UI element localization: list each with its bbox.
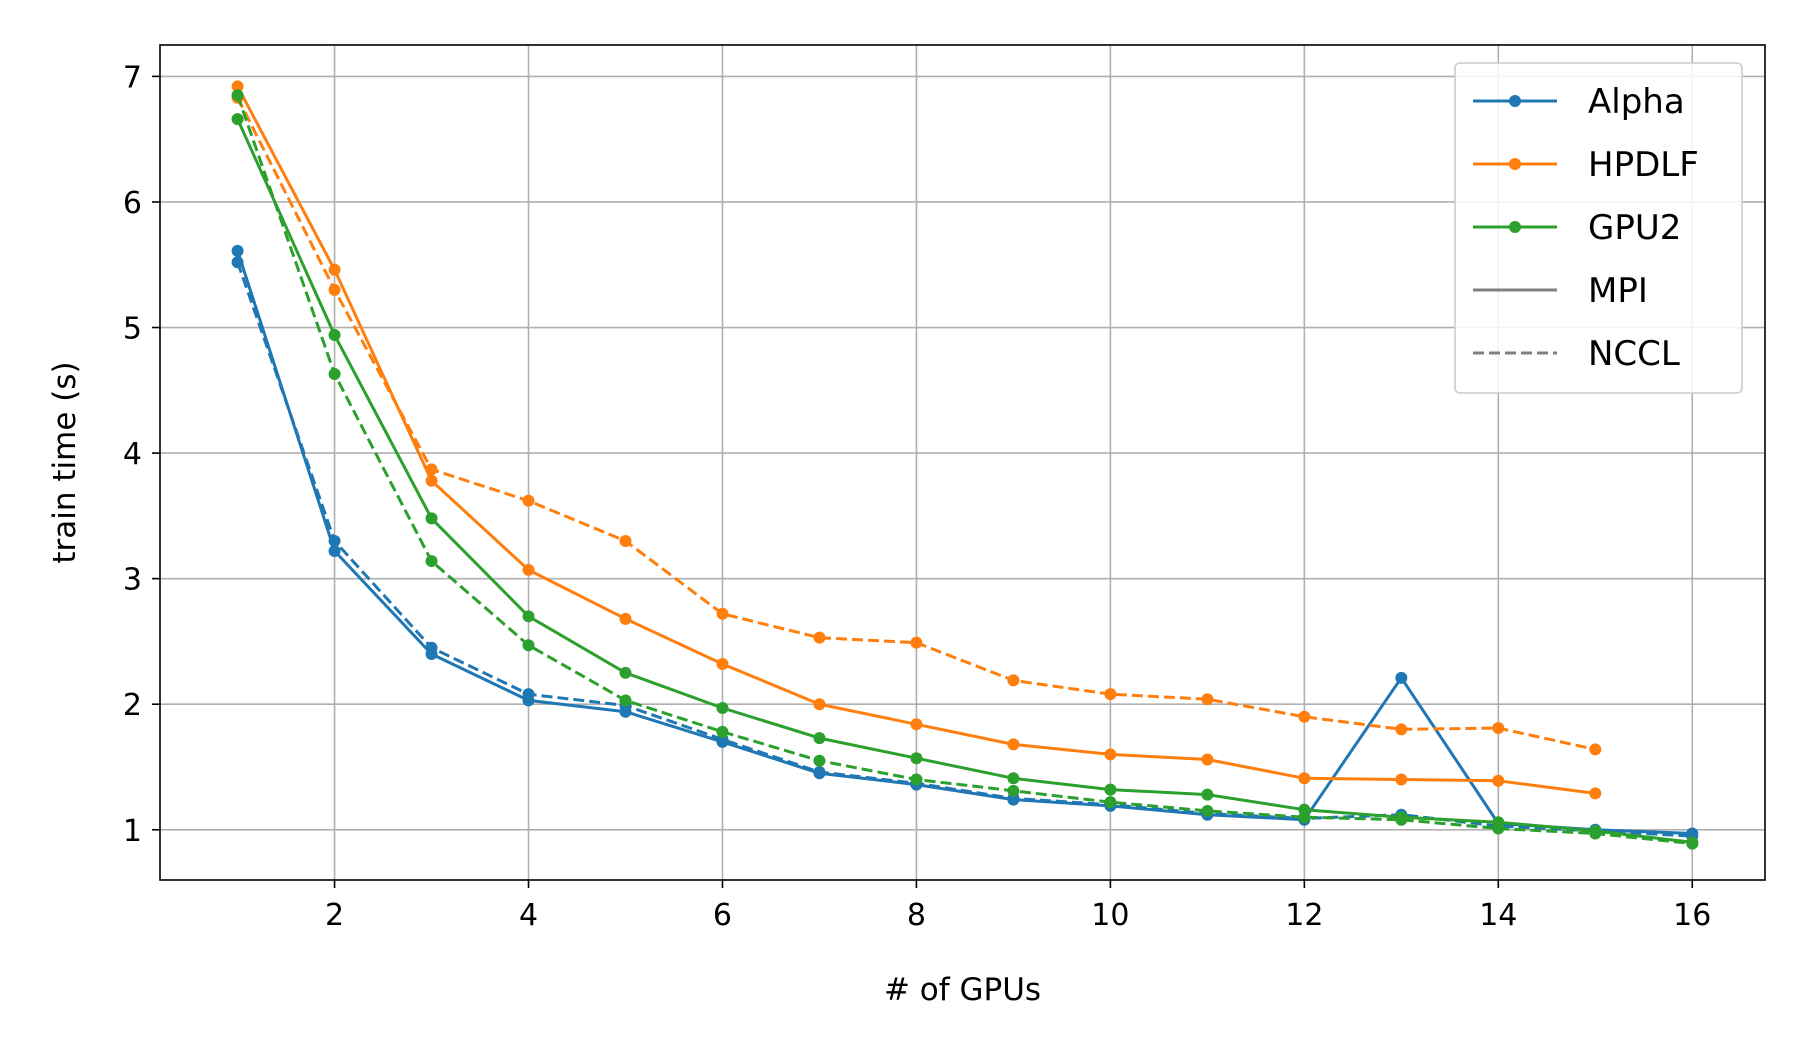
data-point-hpdlf-nccl [813, 631, 826, 644]
series-line-gpu2-mpi [236, 118, 1693, 844]
legend-box [1454, 62, 1743, 394]
data-point-hpdlf-nccl [1104, 688, 1117, 701]
data-point-gpu2-mpi [231, 113, 244, 126]
data-point-gpu2-nccl [813, 754, 826, 767]
legend-label-gpu2: GPU2 [1588, 208, 1681, 248]
data-point-gpu2-mpi [425, 512, 438, 525]
y-tick-label: 5 [123, 312, 142, 347]
data-point-gpu2-mpi [522, 610, 535, 623]
data-point-gpu2-mpi [813, 732, 826, 745]
data-point-gpu2-nccl [619, 694, 632, 707]
data-point-gpu2-nccl [1395, 813, 1408, 826]
data-point-hpdlf-mpi [1007, 738, 1020, 751]
data-point-alpha-nccl [522, 688, 535, 701]
y-tick-label: 3 [123, 563, 142, 598]
y-tick-label: 7 [123, 60, 142, 95]
data-point-hpdlf-mpi [619, 612, 632, 625]
data-point-alpha-mpi [231, 244, 244, 257]
data-point-gpu2-nccl [425, 555, 438, 568]
data-point-hpdlf-mpi [813, 698, 826, 711]
data-point-gpu2-nccl [1298, 811, 1311, 824]
data-point-gpu2-nccl [1686, 837, 1699, 850]
data-point-hpdlf-nccl [1007, 674, 1020, 687]
data-point-gpu2-nccl [1007, 784, 1020, 797]
data-point-gpu2-mpi [1201, 788, 1214, 801]
data-point-gpu2-nccl [1104, 796, 1117, 809]
y-tick-label: 2 [123, 688, 142, 723]
data-point-alpha-nccl [328, 534, 341, 547]
data-point-gpu2-nccl [1589, 827, 1602, 840]
data-point-hpdlf-mpi [1492, 774, 1505, 787]
y-tick-label: 6 [123, 186, 142, 221]
x-tick-label: 6 [713, 898, 732, 933]
data-point-alpha-nccl [813, 766, 826, 779]
data-point-hpdlf-mpi [1395, 773, 1408, 786]
data-point-hpdlf-nccl [716, 607, 729, 620]
data-point-hpdlf-nccl [328, 283, 341, 296]
data-point-hpdlf-mpi [1298, 772, 1311, 785]
data-point-alpha-nccl [425, 641, 438, 654]
y-axis-label: train time (s) [47, 361, 83, 563]
x-axis-label: # of GPUs [884, 972, 1041, 1008]
plot-area [231, 80, 1699, 850]
data-point-gpu2-mpi [910, 752, 923, 765]
data-point-alpha-nccl [231, 256, 244, 269]
legend-marker-gpu2 [1509, 221, 1521, 233]
data-point-gpu2-nccl [716, 725, 729, 738]
data-point-hpdlf-mpi [1589, 787, 1602, 800]
data-point-hpdlf-mpi [231, 80, 244, 93]
legend-label-alpha: Alpha [1588, 82, 1685, 122]
data-point-hpdlf-nccl [1589, 743, 1602, 756]
x-tick-label: 8 [907, 898, 926, 933]
x-tick-label: 10 [1091, 898, 1129, 933]
x-tick-label: 14 [1479, 898, 1517, 933]
data-point-hpdlf-mpi [1104, 748, 1117, 761]
data-point-hpdlf-nccl [1395, 723, 1408, 736]
data-point-hpdlf-mpi [716, 658, 729, 671]
x-tick-label: 16 [1673, 898, 1711, 933]
data-point-alpha-mpi [328, 545, 341, 558]
data-point-hpdlf-mpi [425, 474, 438, 487]
data-point-hpdlf-nccl [1298, 710, 1311, 723]
data-point-gpu2-nccl [1201, 804, 1214, 817]
data-point-hpdlf-mpi [328, 263, 341, 276]
legend-marker-hpdlf [1509, 158, 1521, 170]
data-point-gpu2-nccl [910, 773, 923, 786]
x-tick-label: 2 [325, 898, 344, 933]
legend-marker-alpha [1509, 95, 1521, 107]
data-point-hpdlf-nccl [522, 494, 535, 507]
data-point-gpu2-mpi [716, 701, 729, 714]
data-point-gpu2-mpi [1007, 772, 1020, 785]
legend: Alpha HPDLF GPU2 MPI NCCL [1454, 62, 1743, 394]
x-tick-label: 12 [1285, 898, 1323, 933]
series-line-gpu2-nccl [236, 94, 1693, 846]
data-point-hpdlf-nccl [425, 463, 438, 476]
data-point-gpu2-mpi [328, 329, 341, 342]
data-point-gpu2-nccl [328, 367, 341, 380]
legend-label-nccl: NCCL [1588, 334, 1680, 374]
data-point-hpdlf-mpi [910, 718, 923, 731]
y-tick-label: 4 [123, 437, 142, 472]
x-tick-label: 4 [519, 898, 538, 933]
data-point-gpu2-mpi [619, 666, 632, 679]
data-point-hpdlf-nccl [910, 636, 923, 649]
data-point-alpha-mpi [1395, 671, 1408, 684]
data-point-hpdlf-nccl [619, 534, 632, 547]
data-point-hpdlf-mpi [522, 563, 535, 576]
data-point-gpu2-mpi [1104, 783, 1117, 796]
data-point-hpdlf-mpi [1201, 753, 1214, 766]
data-point-gpu2-nccl [522, 639, 535, 652]
data-point-gpu2-nccl [1492, 822, 1505, 835]
legend-label-mpi: MPI [1588, 271, 1648, 311]
plot-frame [159, 44, 1766, 881]
y-tick-label: 1 [123, 814, 142, 849]
data-point-hpdlf-nccl [1201, 693, 1214, 706]
data-point-hpdlf-nccl [1492, 722, 1505, 735]
data-point-gpu2-nccl [231, 89, 244, 102]
legend-label-hpdlf: HPDLF [1588, 145, 1699, 185]
